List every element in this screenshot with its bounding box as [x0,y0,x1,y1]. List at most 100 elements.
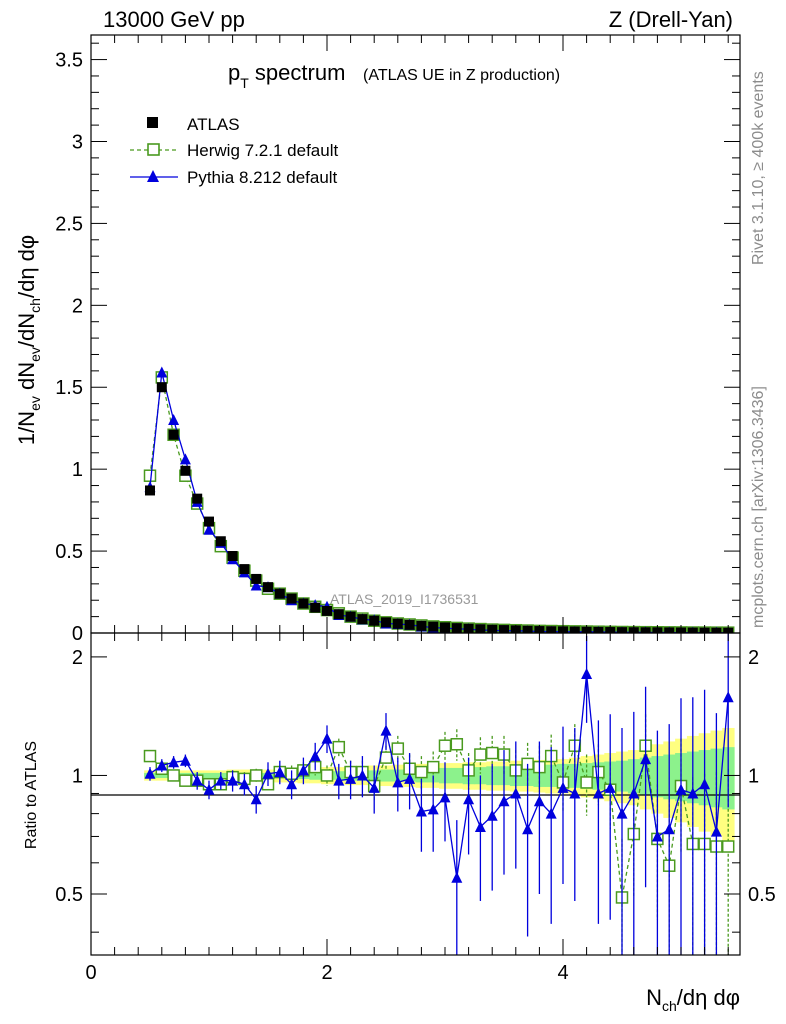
ratio-point-herwig [143,749,157,763]
ratio-point-pythia [156,759,168,771]
main-y-tick-label: 2 [72,295,83,317]
main-point-atlas [263,582,273,593]
main-point-atlas [687,627,698,633]
header-right-label: Z (Drell-Yan) [609,7,733,32]
main-point-atlas [404,619,415,630]
main-point-pythia [156,366,168,378]
ratio-point-pythia [286,778,298,790]
ratio-point-pythia [168,756,180,768]
ratio-point-pythia [451,871,463,883]
ratio-point-herwig [426,760,440,774]
ratio-point-pythia [722,691,734,703]
main-point-atlas [227,550,238,561]
main-point-atlas [251,573,262,584]
main-point-pythia [168,414,180,426]
ratio-y-tick-label: 1 [72,765,83,787]
ratio-point-pythia [439,791,451,803]
ratio-band-inner [203,772,216,779]
mcplots-label: mcplots.cern.ch [arXiv:1306.3436] [750,386,767,628]
ratio-point-pythia [581,667,593,679]
x-axis-label: Nch/dη dφ [646,985,740,1014]
ratio-point-pythia [215,774,227,786]
ratio-point-pythia [651,830,663,842]
ratio-point-pythia [309,750,321,762]
main-point-atlas [451,623,462,633]
main-point-atlas [569,626,580,633]
ratio-point-pythia [675,783,687,795]
main-point-atlas [664,627,675,633]
legend-marker-atlas [147,117,158,128]
ratio-point-pythia [297,764,309,776]
main-y-tick-label: 0 [72,623,83,645]
legend-label-atlas: ATLAS [187,115,240,134]
main-y-tick-label: 0.5 [55,541,83,563]
ratio-point-pythia [663,823,675,835]
ratio-y-tick-label: 2 [72,647,83,669]
ratio-point-pythia [321,732,333,744]
ratio-point-pythia [404,772,416,784]
ratio-point-pythia [604,781,616,793]
main-point-atlas [310,602,321,613]
x-tick-label: 2 [321,962,332,984]
main-y-tick-label: 3 [72,131,83,153]
ratio-point-pythia [274,766,286,778]
ratio-point-pythia [179,754,191,766]
ratio-point-herwig [379,751,393,764]
main-point-atlas [204,516,214,527]
main-point-atlas [156,382,167,393]
ratio-series-layer [143,633,735,955]
ratio-point-herwig [179,774,192,787]
ratio-point-pythia [345,772,357,784]
main-point-atlas [617,627,627,633]
ratio-point-pythia [557,781,569,793]
ratio-point-pythia [203,783,215,795]
main-point-atlas [381,617,391,628]
main-point-atlas [640,627,651,633]
chart-title-note: (ATLAS UE in Z production) [363,67,560,84]
title-sub: T [240,75,249,91]
ratio-point-pythia [380,724,392,736]
main-point-atlas [215,536,226,547]
ratio-band-inner [309,771,322,780]
ratio-point-pythia [699,778,711,790]
main-point-atlas [428,621,439,632]
ratio-point-pythia [640,753,652,765]
ratio-y-axis-label: Ratio to ATLAS [23,741,40,849]
ratio-point-pythia [368,781,380,793]
ratio-point-pythia [333,774,345,786]
main-point-atlas [392,618,403,629]
ratio-point-pythia [498,795,510,807]
main-point-atlas [333,609,344,620]
legend-marker-herwig [147,143,160,156]
ratio-point-pythia [415,805,427,817]
ratio-point-pythia [687,787,699,799]
ratio-point-herwig [415,765,428,779]
ratio-point-pythia [522,823,534,835]
ratio-point-pythia [144,767,156,779]
ratio-point-pythia [227,774,239,786]
main-point-atlas [475,624,486,633]
ratio-point-pythia [250,793,262,805]
ratio-point-pythia [545,807,557,819]
ratio-point-herwig [438,739,452,752]
main-point-atlas [345,611,356,622]
ratio-point-pythia [427,803,439,815]
ratio-point-pythia [510,787,522,799]
ratio-point-pythia [262,767,274,779]
ratio-point-pythia [533,795,545,807]
ratio-point-pythia [486,809,498,821]
legend-label-herwig: Herwig 7.2.1 default [187,141,338,160]
legend-marker-pythia [147,170,159,182]
ratio-point-pythia [710,825,722,837]
ratio-band-inner [380,769,393,782]
ratio-point-pythia [191,774,203,786]
ratio-point-herwig [485,746,499,760]
title-p: p [228,60,240,85]
main-point-atlas [593,626,604,633]
ratio-band-inner [155,772,169,779]
legend: ATLAS Herwig 7.2.1 default Pythia 8.212 … [130,115,338,187]
ratio-point-pythia [616,807,628,819]
main-point-atlas [322,605,332,616]
main-point-pythia [179,453,191,465]
main-y-tick-label: 1.5 [55,377,83,399]
